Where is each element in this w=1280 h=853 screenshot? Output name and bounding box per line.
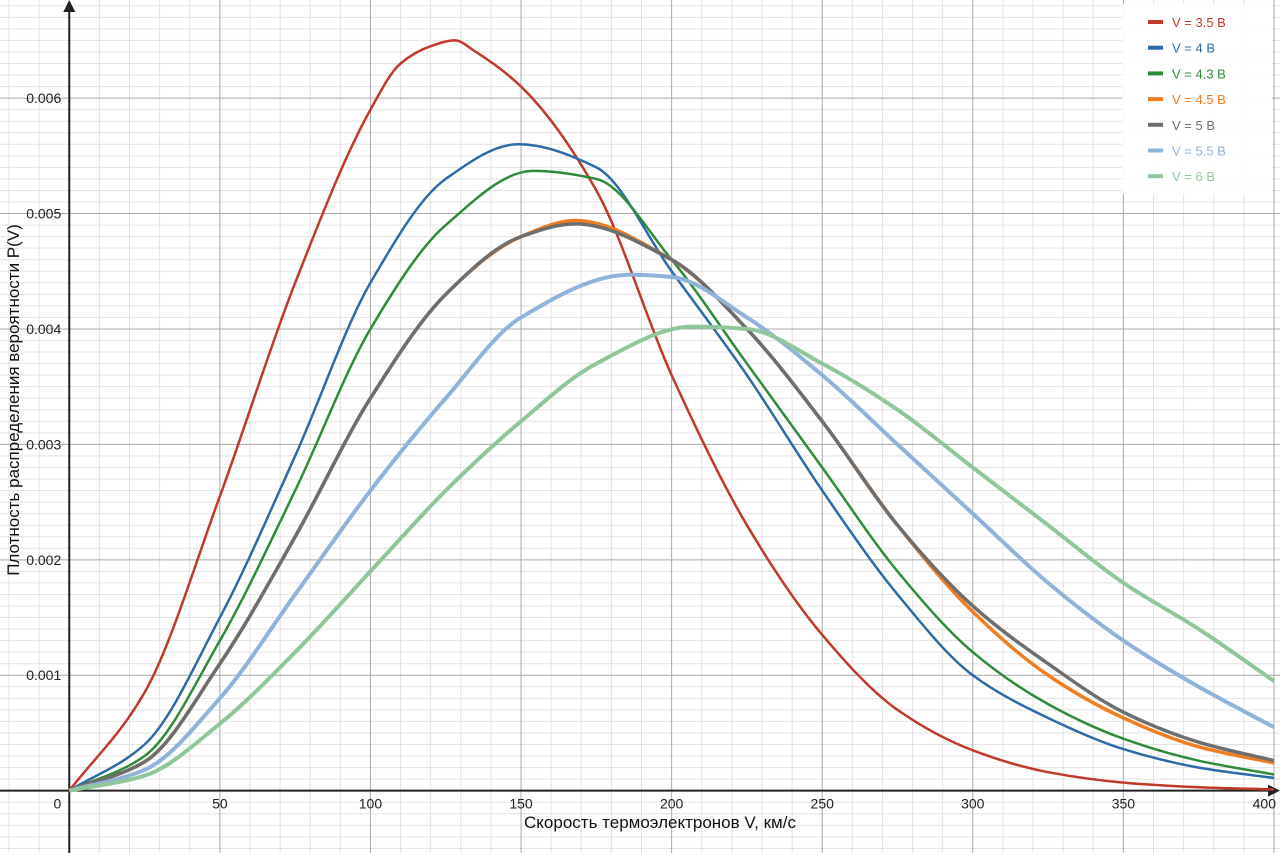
series-line xyxy=(68,39,1275,792)
legend-box xyxy=(1122,4,1272,194)
legend-label: V = 4.3 В xyxy=(1172,66,1226,81)
x-tick-label: 100 xyxy=(359,796,383,812)
legend-label: V = 4.5 В xyxy=(1172,92,1226,107)
x-tick-label: 350 xyxy=(1112,796,1136,812)
x-tick-label: 250 xyxy=(811,796,835,812)
x-tick-label: 150 xyxy=(509,796,533,812)
legend-label: V = 5.5 В xyxy=(1172,144,1226,159)
series-line xyxy=(68,169,1275,792)
x-tick-label: 0 xyxy=(53,796,61,812)
x-tick-label: 300 xyxy=(961,796,985,812)
x-tick-label: 50 xyxy=(212,796,228,812)
series-lines xyxy=(68,39,1276,793)
y-axis-label: Плотность распределения вероятности P(V) xyxy=(4,224,23,576)
legend-label: V = 5 В xyxy=(1172,118,1215,133)
y-tick-label: 0.004 xyxy=(26,321,61,337)
series-line xyxy=(68,324,1276,793)
legend-label: V = 6 В xyxy=(1172,169,1215,184)
y-tick-label: 0.006 xyxy=(26,90,61,106)
y-axis-arrow xyxy=(63,0,76,12)
y-tick-label: 0.005 xyxy=(26,206,61,222)
y-tick-label: 0.003 xyxy=(26,436,61,452)
y-tick-label: 0.001 xyxy=(26,667,61,683)
legend-label: V = 4 В xyxy=(1172,41,1215,56)
series-line xyxy=(68,143,1275,792)
series-line xyxy=(68,272,1275,793)
legend-label: V = 3.5 В xyxy=(1172,15,1226,30)
x-axis-label: Скорость термоэлектронов V, км/с xyxy=(524,813,796,832)
legend: V = 3.5 В V = 4 В V = 4.3 В V = 4.5 В V = 5 … xyxy=(1122,4,1272,194)
x-tick-label: 400 xyxy=(1253,796,1277,812)
x-axis-arrow xyxy=(1268,784,1280,797)
series-line xyxy=(68,222,1275,793)
x-tick-label: 200 xyxy=(660,796,684,812)
tick-labels: 0 50 100 150 200 250 300 350 400 0.001 0.002 0.003 0… xyxy=(26,90,1276,812)
y-tick-label: 0.002 xyxy=(26,552,61,568)
